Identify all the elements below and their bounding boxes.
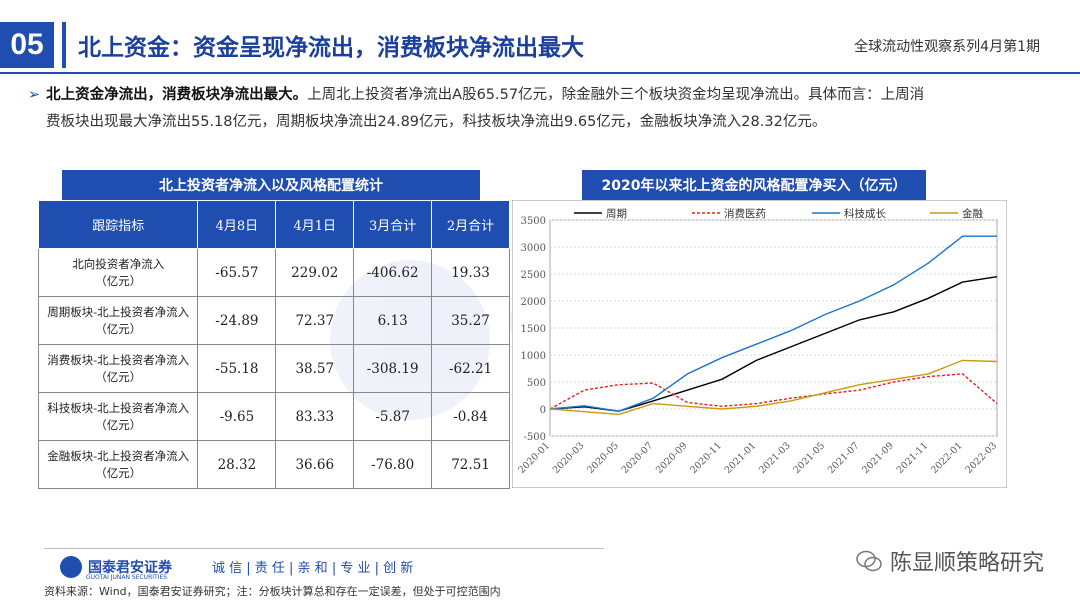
legend-label: 消费医药 — [724, 207, 766, 220]
y-tick-label: 0 — [540, 405, 546, 416]
table-cell: -55.18 — [197, 344, 277, 393]
wechat-brand: 陈显顺策略研究 — [856, 545, 1044, 577]
summary-bullet: ➢ 北上资金净流出，消费板块净流出最大。上周北上投资者净流出A股65.57亿元，除… — [28, 82, 1048, 136]
row-label-unit: （亿元） — [95, 273, 142, 288]
row-label: 周期板块-北上投资者净流入 （亿元） — [37, 296, 199, 345]
logo-subtitle: GUOTAI JUNAN SECURITIES — [86, 574, 168, 581]
wechat-icon — [856, 550, 882, 572]
bullet-text-continued: 费板块出现最大净流出55.18亿元，周期板块净流出24.89亿元，科技板块净流出… — [46, 114, 827, 130]
table-row: 消费板块-北上投资者净流入 （亿元） -55.18 38.57 -308.19 -… — [37, 344, 510, 393]
row-label-unit: （亿元） — [95, 369, 142, 384]
bullet-arrow-icon: ➢ — [28, 87, 41, 103]
series-label: 全球流动性观察系列4月第1期 — [854, 39, 1040, 55]
table-cell: -62.21 — [431, 344, 510, 393]
line-chart: 3500 3000 2500 2000 1500 1000 500 0 -500 2020-01… — [511, 199, 1008, 489]
table-cell: -76.80 — [353, 440, 433, 489]
row-label: 北向投资者净流入 （亿元） — [37, 248, 199, 297]
column-header: 4月1日 — [275, 200, 355, 249]
table-cell: -5.87 — [353, 392, 433, 441]
row-label-unit: （亿元） — [95, 417, 142, 432]
bullet-text: 上周北上投资者净流出A股65.57亿元，除金融外三个板块资金均呈现净流出。具体而… — [307, 87, 925, 103]
table-row: 金融板块-北上投资者净流入 （亿元） 28.32 36.66 -76.80 72.… — [37, 440, 510, 489]
row-label-main: 北向投资者净流入 — [72, 256, 165, 271]
column-header: 跟踪指标 — [37, 200, 199, 249]
title-accent-bar — [62, 22, 66, 68]
table-cell: 83.33 — [275, 392, 355, 441]
chart-heading: 2020年以来北上资金的风格配置净买入（亿元） — [582, 170, 926, 200]
legend-label: 金融 — [962, 207, 983, 220]
table-row: 周期板块-北上投资者净流入 （亿元） -24.89 72.37 6.13 35.2… — [37, 296, 510, 345]
table-cell: 6.13 — [353, 296, 433, 345]
y-tick-label: 3500 — [521, 216, 546, 227]
y-tick-label: 1000 — [521, 351, 546, 362]
flow-table: 跟踪指标 4月8日 4月1日 3月合计 2月合计 北向投资者净流入 （亿元） -6… — [37, 200, 510, 489]
table-cell: -24.89 — [197, 296, 277, 345]
table-header-row: 跟踪指标 4月8日 4月1日 3月合计 2月合计 — [37, 200, 510, 249]
company-motto: 诚 信 | 责 任 | 亲 和 | 专 业 | 创 新 — [212, 561, 414, 576]
table-cell: -65.57 — [197, 248, 277, 297]
y-tick-label: -500 — [524, 432, 546, 443]
chart-frame — [511, 199, 1008, 489]
bullet-lead: 北上资金净流出，消费板块净流出最大。 — [46, 87, 308, 103]
legend-label: 科技成长 — [844, 207, 886, 220]
row-label: 消费板块-北上投资者净流入 （亿元） — [37, 344, 199, 393]
series-line — [549, 359, 998, 416]
row-label: 金融板块-北上投资者净流入 （亿元） — [37, 440, 199, 489]
row-label-main: 周期板块-北上投资者净流入 — [47, 304, 190, 319]
y-tick-label: 500 — [527, 378, 546, 389]
table-cell: 72.37 — [275, 296, 355, 345]
row-label-unit: （亿元） — [95, 465, 142, 480]
table-cell: -308.19 — [353, 344, 433, 393]
series-line — [549, 235, 997, 412]
y-tick-label: 2500 — [521, 270, 546, 281]
company-logo: 国泰君安证券 — [60, 556, 172, 578]
legend-label: 周期 — [606, 208, 627, 220]
column-header: 2月合计 — [431, 200, 510, 249]
y-tick-label: 2000 — [521, 297, 546, 308]
row-label-main: 科技板块-北上投资者净流入 — [47, 400, 190, 415]
table-row: 科技板块-北上投资者净流入 （亿元） -9.65 83.33 -5.87 -0.8… — [37, 392, 510, 441]
table-cell: 72.51 — [431, 440, 510, 489]
series-line — [549, 373, 998, 410]
row-label: 科技板块-北上投资者净流入 （亿元） — [37, 392, 199, 441]
logo-text: 国泰君安证券 — [88, 560, 172, 576]
table-heading: 北上投资者净流入以及风格配置统计 — [62, 170, 480, 200]
table-cell: -0.84 — [431, 392, 510, 441]
column-header: 4月8日 — [197, 200, 277, 249]
y-tick-label: 1500 — [521, 324, 546, 335]
column-header: 3月合计 — [353, 200, 433, 249]
page-title: 北上资金：资金呈现净流出，消费板块净流出最大 — [78, 35, 584, 61]
section-number-badge: 05 — [0, 22, 54, 68]
table-cell: 229.02 — [275, 248, 355, 297]
brand-name: 陈显顺策略研究 — [889, 551, 1044, 576]
y-tick-label: 3000 — [521, 243, 546, 254]
footer-divider — [44, 548, 604, 549]
row-label-main: 消费板块-北上投资者净流入 — [47, 352, 190, 367]
source-note: 资料来源：Wind，国泰君安证券研究；注：分板块计算总和存在一定误差，但处于可控… — [44, 585, 501, 598]
logo-globe-icon — [60, 556, 82, 578]
table-cell: -406.62 — [353, 248, 433, 297]
row-label-unit: （亿元） — [95, 321, 142, 336]
table-cell: 35.27 — [431, 296, 510, 345]
table-cell: 28.32 — [197, 440, 277, 489]
table-cell: 38.57 — [275, 344, 355, 393]
header-divider — [0, 72, 1080, 74]
table-row: 北向投资者净流入 （亿元） -65.57 229.02 -406.62 19.33 — [37, 248, 510, 297]
table-cell: -9.65 — [197, 392, 277, 441]
table-cell: 19.33 — [431, 248, 510, 297]
row-label-main: 金融板块-北上投资者净流入 — [47, 448, 190, 463]
table-cell: 36.66 — [275, 440, 355, 489]
